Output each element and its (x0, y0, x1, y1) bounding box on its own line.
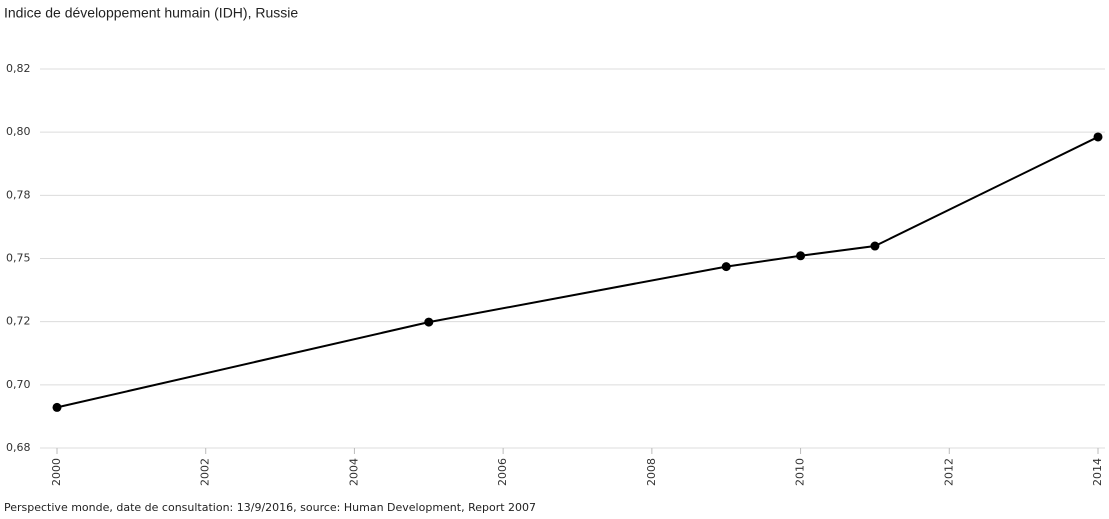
x-tick-label: 2010 (794, 458, 807, 486)
y-tick-label: 0,70 (6, 378, 31, 391)
chart-title: Indice de développement humain (IDH), Ru… (4, 5, 298, 21)
y-tick-label: 0,72 (6, 315, 31, 328)
line (56, 136, 1099, 409)
x-tick-label: 2004 (347, 458, 360, 486)
y-tick-label: 0,80 (6, 125, 31, 138)
point (52, 402, 62, 412)
point (870, 241, 880, 251)
y-tick-label: 0,78 (6, 188, 31, 201)
point (1093, 132, 1103, 142)
source-note: Perspective monde, date de consultation:… (4, 501, 536, 514)
point (424, 317, 434, 327)
y-tick-label: 0,68 (6, 441, 31, 454)
x-tick-label: 2000 (50, 458, 63, 486)
y-tick-label: 0,82 (6, 62, 31, 75)
x-tick-label: 2014 (1091, 458, 1104, 486)
x-tick-label: 2002 (199, 458, 212, 486)
y-tick-label: 0,75 (6, 252, 31, 265)
x-tick-label: 2008 (645, 458, 658, 486)
x-tick-label: 2012 (942, 458, 955, 486)
x-tick-label: 2006 (496, 458, 509, 486)
point (796, 251, 806, 261)
point (721, 262, 731, 272)
